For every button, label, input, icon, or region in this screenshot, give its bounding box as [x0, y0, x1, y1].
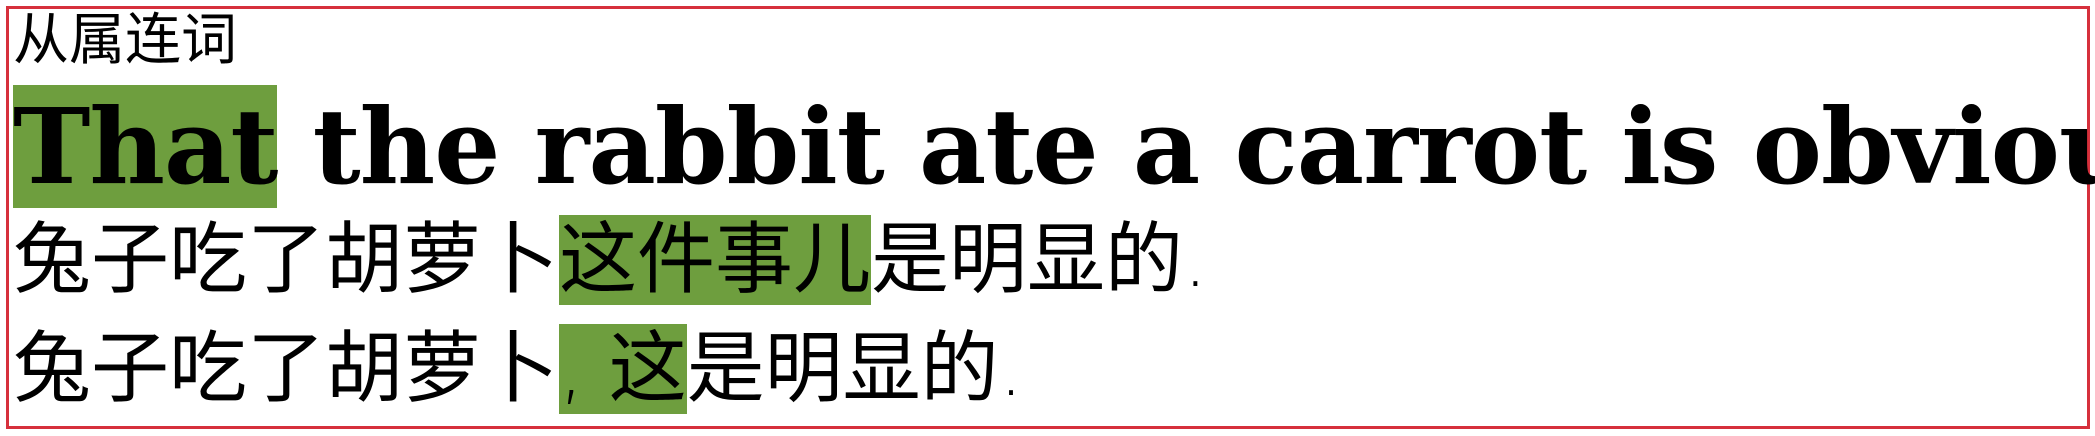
- translation-1-after: 是明显的.: [871, 215, 1208, 305]
- english-sentence-rest: the rabbit ate a carrot is obvious.: [277, 85, 2095, 208]
- chinese-translation-1: 兔子吃了胡萝卜这件事儿是明显的.: [13, 214, 1208, 306]
- english-sentence: That the rabbit ate a carrot is obvious.: [13, 85, 2095, 208]
- translation-2-after: 是明显的.: [686, 324, 1024, 414]
- translation-2-before: 兔子吃了胡萝卜: [13, 324, 560, 414]
- sentence-card-border: [6, 6, 2090, 429]
- grammar-label: 从属连词: [13, 8, 237, 73]
- highlighted-conjunction: That: [13, 85, 278, 208]
- translation-1-before: 兔子吃了胡萝卜: [13, 215, 560, 305]
- translation-2-highlight: , 这: [559, 324, 687, 414]
- chinese-translation-2: 兔子吃了胡萝卜, 这是明显的.: [13, 323, 1023, 415]
- translation-1-highlight: 这件事儿: [559, 215, 872, 305]
